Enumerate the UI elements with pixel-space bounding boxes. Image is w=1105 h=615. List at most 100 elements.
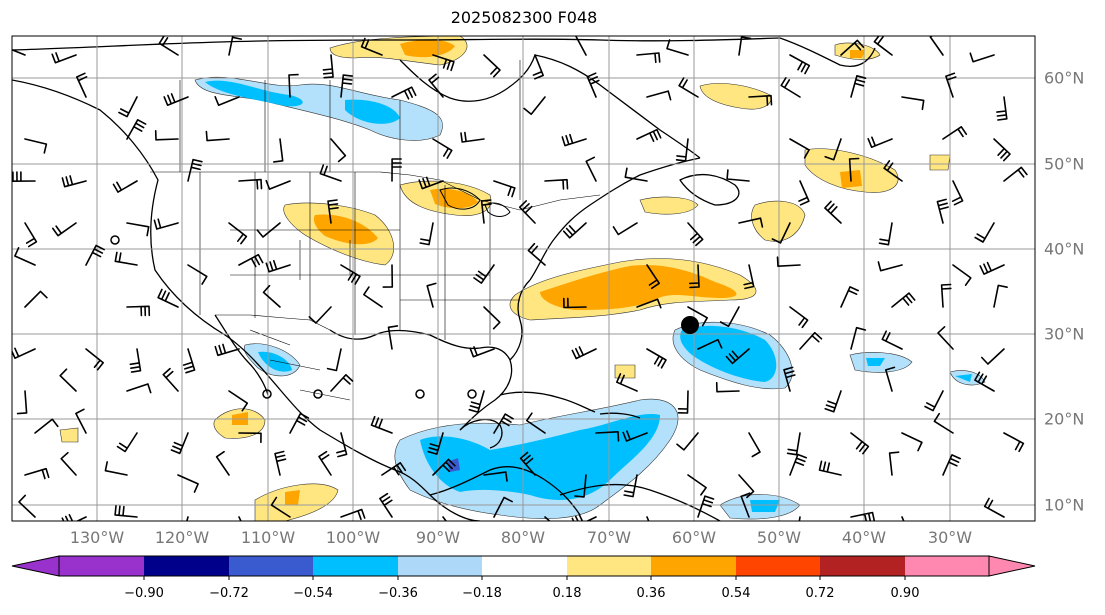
- wind-barb: [238, 432, 262, 444]
- wind-barb: [942, 126, 968, 140]
- wind-barb: [363, 286, 383, 308]
- colorbar-tick-label: 0.18: [552, 586, 582, 601]
- lat-label: 50°N: [1044, 154, 1085, 174]
- colorbar-tick-label: −0.36: [378, 586, 418, 601]
- wind-barb: [319, 164, 342, 182]
- wind-barb: [677, 390, 689, 414]
- wind-barb: [719, 306, 740, 328]
- wind-barb: [391, 158, 402, 182]
- coast-newfoundland: [679, 173, 740, 206]
- wind-barb: [697, 495, 715, 518]
- wind-barb: [52, 222, 77, 237]
- wind-barb: [12, 171, 36, 182]
- wind-barb: [265, 260, 291, 273]
- lon-label: 60°W: [671, 528, 717, 547]
- wind-barb: [646, 348, 667, 369]
- wind-barb: [265, 179, 291, 190]
- map-frame: [11, 35, 1036, 522]
- wind-barb: [114, 505, 138, 518]
- wind-barb: [493, 180, 516, 198]
- wind-barb: [418, 176, 444, 190]
- wind-barb: [840, 286, 859, 308]
- wind-barb: [678, 77, 699, 98]
- calm-markers: [110, 235, 477, 399]
- wind-barb: [780, 77, 801, 98]
- wind-barb: [974, 222, 995, 243]
- colorbar-bin: [144, 556, 229, 576]
- wind-barb: [238, 516, 242, 521]
- shade-blue-canada: [205, 80, 400, 124]
- wind-barb: [238, 178, 263, 190]
- wind-barb: [687, 306, 708, 327]
- lat-label: 20°N: [1044, 409, 1085, 429]
- wind-barb: [840, 39, 865, 56]
- coast-gulf: [329, 329, 513, 431]
- wind-barb: [933, 412, 954, 434]
- shade-orange-plains: [313, 214, 378, 245]
- wind-barb: [646, 264, 660, 290]
- wind-barb: [493, 496, 513, 518]
- lon-label: 120°W: [154, 528, 210, 547]
- wind-barb: [595, 431, 620, 442]
- wind-barb: [850, 326, 867, 350]
- coast-hudson: [399, 54, 536, 102]
- wind-barb: [715, 381, 740, 393]
- wind-barb: [12, 347, 36, 359]
- wind-barb: [523, 96, 546, 115]
- wind-barb: [114, 251, 138, 266]
- coast-greenland: [779, 37, 876, 67]
- wind-barb: [612, 222, 638, 236]
- colorbar-bin: [398, 556, 482, 576]
- wind-barb: [256, 222, 281, 238]
- wind-barb: [850, 432, 870, 455]
- wind-barb: [126, 383, 152, 394]
- shade-blue-caribbean: [420, 413, 660, 500]
- wind-barb: [214, 96, 240, 106]
- wind-barb: [360, 37, 383, 56]
- lon-label: 40°W: [841, 528, 887, 547]
- wind-barb: [288, 73, 299, 98]
- wind-barb: [262, 284, 281, 308]
- wind-barb: [563, 297, 587, 309]
- lon-label: 50°W: [756, 528, 802, 547]
- wind-barb: [738, 36, 752, 56]
- wind-barb: [544, 516, 551, 521]
- wind-barb: [483, 306, 501, 330]
- gridlines: [12, 36, 1035, 521]
- colorbar-tick-label: 0.54: [721, 586, 751, 601]
- lat-label: 40°N: [1044, 239, 1085, 259]
- colorbar-low-extend: [11, 555, 60, 577]
- wind-barb: [238, 253, 264, 268]
- calm-circle: [110, 235, 120, 245]
- wind-barb: [426, 282, 437, 308]
- wind-barb: [85, 348, 104, 371]
- wind-barb: [937, 326, 954, 350]
- wind-barb: [850, 75, 867, 98]
- wind-barb: [177, 474, 199, 493]
- wind-barb: [205, 130, 230, 142]
- storm-position-marker: [681, 316, 699, 334]
- wind-barb: [786, 432, 801, 456]
- colorbar-tick-label: −0.90: [124, 586, 164, 601]
- wind-barb: [215, 450, 230, 476]
- wind-barb: [126, 119, 147, 140]
- wind-barb: [799, 331, 823, 350]
- wind-barb: [12, 48, 26, 56]
- us-canada-border: [150, 171, 601, 211]
- wind-barb: [419, 222, 434, 246]
- shade-orange-hudson: [400, 39, 455, 58]
- wind-barb: [273, 138, 284, 163]
- wind-barb: [182, 348, 196, 374]
- wind-barb: [776, 256, 801, 267]
- coast-cuba: [499, 391, 596, 413]
- wind-barb: [824, 138, 842, 161]
- wind-barb: [468, 390, 485, 413]
- wind-barb: [878, 222, 893, 246]
- lon-label: 30°W: [927, 528, 973, 547]
- wind-barb: [824, 390, 842, 413]
- wind-barb: [974, 371, 995, 392]
- wind-barb: [740, 492, 751, 518]
- wind-barb: [585, 156, 597, 182]
- wind-barb: [228, 390, 249, 412]
- wind-barb: [76, 72, 88, 98]
